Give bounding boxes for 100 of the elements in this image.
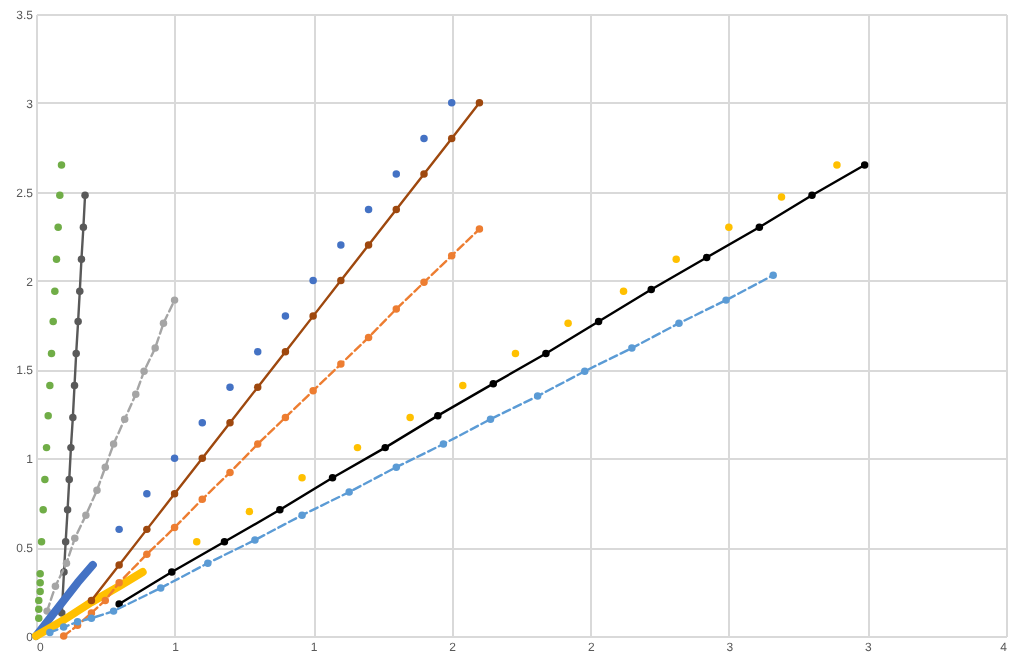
point <box>672 255 680 263</box>
point <box>41 475 49 484</box>
point <box>39 506 47 514</box>
point <box>226 383 234 391</box>
point <box>159 319 168 327</box>
point <box>37 538 46 546</box>
point <box>132 390 140 399</box>
point <box>309 387 317 395</box>
point <box>101 463 110 471</box>
point <box>328 474 337 482</box>
point <box>109 440 118 448</box>
point <box>755 223 764 231</box>
point <box>35 596 43 605</box>
point <box>245 507 254 516</box>
point <box>87 614 96 622</box>
point <box>392 205 401 214</box>
point <box>52 255 61 263</box>
point <box>251 536 259 544</box>
point <box>281 413 290 422</box>
point <box>76 287 84 295</box>
point <box>486 415 495 423</box>
point <box>87 596 96 605</box>
point <box>533 392 542 400</box>
point <box>71 534 79 542</box>
point <box>61 538 70 546</box>
point <box>253 347 262 356</box>
point <box>860 161 869 169</box>
point <box>72 349 80 358</box>
point <box>115 600 123 608</box>
point <box>42 443 51 452</box>
point <box>226 419 234 427</box>
point <box>220 538 229 546</box>
point <box>49 317 57 326</box>
point <box>62 559 71 567</box>
point <box>170 296 179 304</box>
point <box>193 538 201 546</box>
point <box>647 285 655 294</box>
point <box>420 134 428 143</box>
point <box>542 349 550 358</box>
point <box>115 525 123 534</box>
point <box>353 443 362 452</box>
point <box>392 305 401 313</box>
point <box>298 474 306 482</box>
point <box>581 367 589 375</box>
point <box>170 523 179 532</box>
point <box>628 344 636 352</box>
point <box>151 344 159 352</box>
line-series <box>32 568 147 640</box>
point <box>140 367 148 375</box>
point <box>109 607 118 615</box>
point <box>198 454 207 463</box>
point <box>35 614 43 622</box>
point <box>43 607 51 615</box>
point <box>56 191 64 199</box>
point <box>392 463 401 471</box>
point <box>392 170 401 178</box>
point <box>447 134 456 143</box>
point <box>309 312 317 320</box>
point <box>74 317 82 326</box>
point <box>59 623 68 631</box>
point <box>281 347 290 356</box>
point <box>93 486 101 495</box>
point <box>406 413 414 422</box>
point <box>281 312 290 320</box>
point <box>115 578 123 587</box>
point <box>808 191 816 199</box>
point <box>143 490 151 498</box>
point <box>564 319 572 327</box>
point <box>511 349 520 358</box>
point <box>276 506 284 514</box>
point <box>44 411 52 420</box>
point <box>120 415 129 423</box>
point <box>46 381 54 390</box>
point <box>345 488 353 496</box>
point <box>47 349 56 358</box>
point <box>364 205 373 214</box>
point <box>170 490 179 498</box>
point <box>364 241 373 249</box>
point <box>101 596 110 605</box>
point <box>168 568 176 576</box>
point <box>702 253 711 262</box>
point <box>63 506 72 514</box>
point <box>309 276 317 285</box>
point <box>36 587 44 596</box>
point <box>198 495 207 503</box>
point <box>381 443 389 452</box>
point <box>36 570 44 578</box>
point <box>298 511 306 519</box>
point <box>46 628 54 637</box>
point <box>337 241 345 249</box>
point <box>143 525 151 534</box>
point <box>337 360 345 368</box>
point <box>51 287 59 295</box>
point <box>204 559 212 567</box>
point <box>434 411 442 420</box>
point <box>198 419 207 427</box>
point <box>777 193 786 201</box>
point <box>82 511 90 519</box>
point <box>170 454 179 463</box>
point <box>69 413 77 422</box>
